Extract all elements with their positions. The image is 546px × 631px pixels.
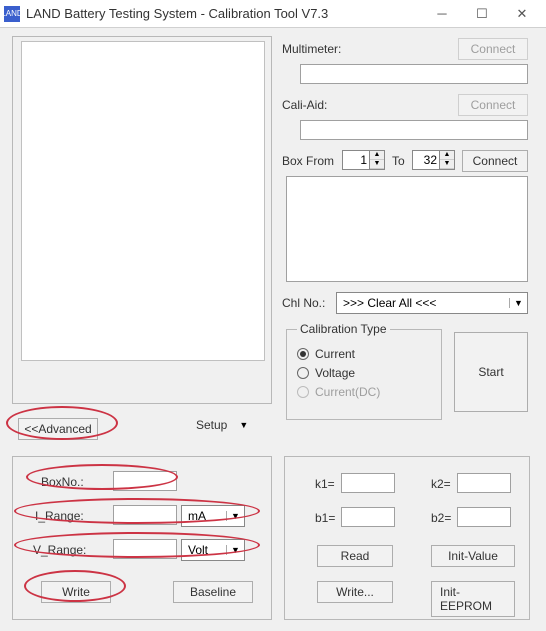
chevron-down-icon: ▼ — [226, 511, 244, 521]
vrange-label: V_Range: — [33, 543, 86, 557]
k2-input[interactable] — [457, 473, 511, 493]
coefficients-panel: k1= k2= b1= b2= Read Init-Value Write...… — [284, 456, 530, 620]
multimeter-label: Multimeter: — [282, 42, 341, 56]
boxno-label: BoxNo.: — [41, 475, 84, 489]
radio-currentdc: Current(DC) — [297, 385, 431, 399]
to-label: To — [392, 154, 405, 168]
k1-label: k1= — [315, 477, 335, 491]
radio-voltage-label: Voltage — [315, 366, 355, 380]
box-to-spinner[interactable]: ▲▼ — [412, 150, 455, 170]
chl-no-value: >>> Clear All <<< — [337, 296, 509, 310]
irange-unit-combo[interactable]: mA ▼ — [181, 505, 245, 527]
window-title: LAND Battery Testing System - Calibratio… — [26, 6, 422, 21]
chl-no-combo[interactable]: >>> Clear All <<< ▼ — [336, 292, 528, 314]
init-value-button[interactable]: Init-Value — [431, 545, 515, 567]
irange-unit-value: mA — [182, 509, 226, 523]
chevron-down-icon: ▼ — [239, 420, 248, 430]
range-connect-button[interactable]: Connect — [462, 150, 528, 172]
advanced-button[interactable]: <<Advanced — [18, 418, 98, 440]
vrange-unit-combo[interactable]: Volt ▼ — [181, 539, 245, 561]
setup-dropdown[interactable]: Setup ▼ — [196, 418, 248, 432]
box-from-value[interactable] — [343, 151, 369, 169]
radio-current[interactable]: Current — [297, 347, 431, 361]
write-params-button[interactable]: Write... — [317, 581, 393, 603]
chevron-down-icon: ▼ — [509, 298, 527, 308]
client-area: <<Advanced Setup ▼ Multimeter: Connect C… — [0, 28, 546, 631]
boxno-input[interactable] — [113, 471, 177, 491]
box-list[interactable] — [286, 176, 528, 282]
cali-aid-connect-button[interactable]: Connect — [458, 94, 528, 116]
spin-down-icon[interactable]: ▼ — [440, 160, 454, 169]
baseline-button[interactable]: Baseline — [173, 581, 253, 603]
cali-aid-input[interactable] — [300, 120, 528, 140]
log-textarea[interactable] — [21, 41, 265, 361]
calibration-type-legend: Calibration Type — [297, 322, 390, 336]
start-button[interactable]: Start — [454, 332, 528, 412]
vrange-unit-value: Volt — [182, 543, 226, 557]
advanced-panel: BoxNo.: I_Range: mA ▼ V_Range: Volt ▼ Wr… — [12, 456, 272, 620]
maximize-button[interactable]: ☐ — [462, 2, 502, 26]
multimeter-input[interactable] — [300, 64, 528, 84]
b1-label: b1= — [315, 511, 335, 525]
irange-label: I_Range: — [35, 509, 84, 523]
calibration-type-group: Calibration Type Current Voltage Current… — [286, 322, 442, 420]
spin-up-icon[interactable]: ▲ — [440, 151, 454, 160]
box-from-label: Box From — [282, 154, 334, 168]
setup-label: Setup — [196, 418, 227, 432]
chevron-down-icon: ▼ — [226, 545, 244, 555]
box-from-spinner[interactable]: ▲▼ — [342, 150, 385, 170]
cali-aid-label: Cali-Aid: — [282, 98, 327, 112]
k1-input[interactable] — [341, 473, 395, 493]
b1-input[interactable] — [341, 507, 395, 527]
k2-label: k2= — [431, 477, 451, 491]
minimize-button[interactable]: ─ — [422, 2, 462, 26]
log-panel — [12, 36, 272, 404]
spin-down-icon[interactable]: ▼ — [370, 160, 384, 169]
multimeter-connect-button[interactable]: Connect — [458, 38, 528, 60]
app-icon: LAND — [4, 6, 20, 22]
box-to-value[interactable] — [413, 151, 439, 169]
close-button[interactable]: ✕ — [502, 2, 542, 26]
irange-input[interactable] — [113, 505, 177, 525]
write-button[interactable]: Write — [41, 581, 111, 603]
read-button[interactable]: Read — [317, 545, 393, 567]
b2-input[interactable] — [457, 507, 511, 527]
radio-current-label: Current — [315, 347, 355, 361]
vrange-input[interactable] — [113, 539, 177, 559]
radio-voltage[interactable]: Voltage — [297, 366, 431, 380]
init-eeprom-button[interactable]: Init-EEPROM — [431, 581, 515, 617]
radio-currentdc-label: Current(DC) — [315, 385, 380, 399]
chl-no-label: Chl No.: — [282, 296, 325, 310]
title-bar: LAND LAND Battery Testing System - Calib… — [0, 0, 546, 28]
spin-up-icon[interactable]: ▲ — [370, 151, 384, 160]
b2-label: b2= — [431, 511, 451, 525]
